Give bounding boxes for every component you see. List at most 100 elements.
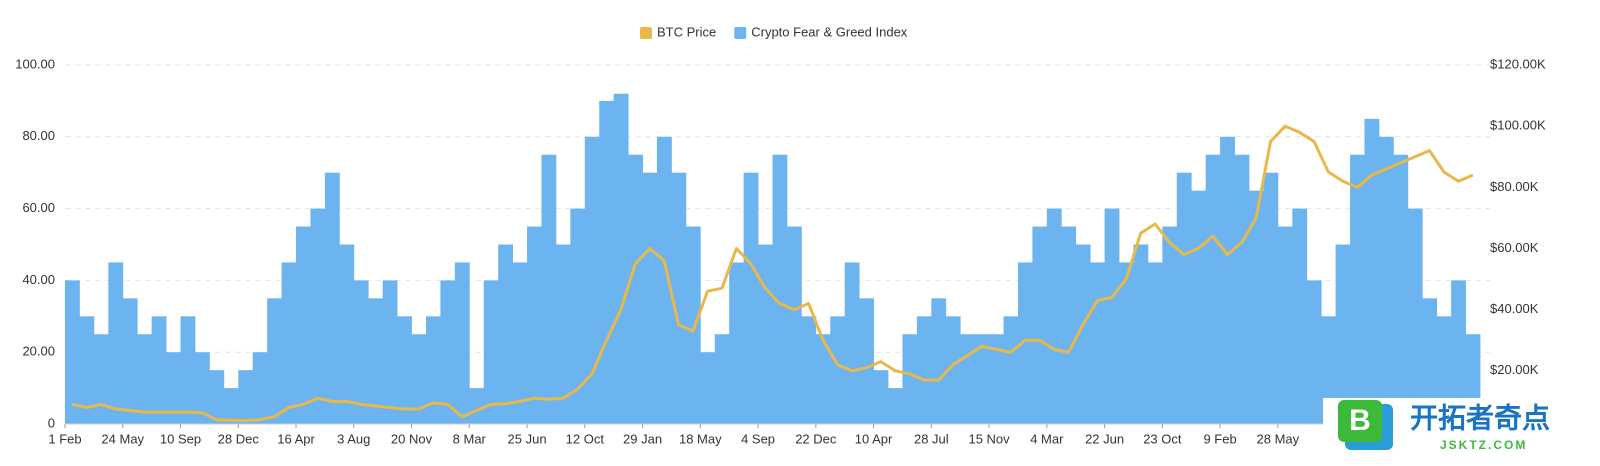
bar <box>1393 154 1409 424</box>
bar <box>902 334 918 424</box>
bar <box>79 316 95 424</box>
x-tick-label: 18 May <box>679 431 722 446</box>
legend-label: BTC Price <box>657 24 716 39</box>
bar <box>454 262 470 424</box>
bar <box>440 280 456 424</box>
bar <box>281 262 297 424</box>
bar <box>1422 298 1438 424</box>
bar <box>1306 280 1322 424</box>
bar <box>1234 154 1250 424</box>
bar <box>1003 316 1019 424</box>
bar <box>729 262 745 424</box>
bar <box>1350 154 1365 424</box>
bar <box>1248 190 1264 424</box>
bar <box>194 352 210 424</box>
x-tick-label: 20 Nov <box>391 431 433 446</box>
bar <box>1032 226 1048 424</box>
bar <box>931 298 947 424</box>
bar <box>1119 262 1134 424</box>
x-tick-label: 22 Jun <box>1085 431 1124 446</box>
bar <box>1220 136 1235 425</box>
bar <box>1364 118 1380 424</box>
bar <box>989 334 1004 424</box>
y2-tick-label: $40.00K <box>1490 301 1539 316</box>
x-tick-label: 10 Sep <box>160 431 201 446</box>
bar <box>151 316 167 424</box>
x-tick-label: 28 Jul <box>914 431 949 446</box>
y-tick-label: 100.00 <box>15 56 55 71</box>
x-tick-label: 23 Oct <box>1143 431 1182 446</box>
bar <box>700 352 716 424</box>
line <box>71 124 1474 423</box>
bar <box>642 172 658 424</box>
bar <box>1104 208 1120 424</box>
bar <box>368 298 384 424</box>
watermark-subtitle: JSKTZ.COM <box>1440 438 1527 452</box>
bar <box>324 172 340 424</box>
bar <box>656 136 672 425</box>
bar <box>974 334 990 424</box>
bar <box>267 298 282 424</box>
bar <box>873 370 889 424</box>
bar <box>671 172 687 424</box>
bar <box>1378 136 1394 425</box>
x-tick-label: 28 Dec <box>218 431 260 446</box>
bar <box>108 262 124 424</box>
bar <box>960 334 976 424</box>
bar <box>830 316 846 424</box>
y-tick-label: 40.00 <box>22 272 55 287</box>
bar <box>93 334 109 424</box>
bar <box>353 280 369 424</box>
bar <box>859 298 874 424</box>
bar <box>945 316 961 424</box>
x-tick-label: 25 Jun <box>508 431 547 446</box>
bar <box>541 154 557 424</box>
x-tick-label: 24 May <box>101 431 144 446</box>
bar <box>238 370 254 424</box>
bar <box>498 244 514 424</box>
watermark-icon-fg <box>1338 400 1382 442</box>
bar <box>339 244 355 424</box>
bar <box>1147 262 1163 424</box>
watermark-icon: B <box>1349 404 1371 437</box>
bar <box>555 244 571 424</box>
x-tick-label: 12 Oct <box>566 431 605 446</box>
bar <box>166 352 181 424</box>
bar <box>584 136 600 425</box>
bar <box>527 226 542 424</box>
x-tick-label: 3 Aug <box>337 431 370 446</box>
x-tick-label: 8 Mar <box>453 431 487 446</box>
bar <box>382 280 398 424</box>
bar <box>1191 190 1207 424</box>
bar <box>512 262 528 424</box>
bar <box>1263 172 1279 424</box>
y2-tick-label: $100.00K <box>1490 118 1546 133</box>
bar <box>252 352 268 424</box>
legend-swatch <box>640 27 652 39</box>
bar <box>599 100 615 425</box>
bar <box>758 244 773 424</box>
bar <box>1162 226 1178 424</box>
y2-tick-label: $60.00K <box>1490 240 1539 255</box>
bar <box>801 316 817 424</box>
bar <box>844 262 860 424</box>
bar <box>1277 226 1293 424</box>
bar <box>613 93 629 424</box>
x-tick-label: 9 Feb <box>1203 431 1236 446</box>
bar <box>1017 262 1033 424</box>
x-tick-label: 4 Sep <box>741 431 775 446</box>
bar <box>888 388 903 424</box>
x-tick-label: 22 Dec <box>795 431 837 446</box>
bar <box>714 334 730 424</box>
y2-tick-label: $120.00K <box>1490 56 1546 71</box>
bar <box>122 298 138 424</box>
bar <box>296 226 311 424</box>
bar <box>483 280 499 424</box>
watermark: B 开拓者奇点 JSKTZ.COM <box>1323 398 1600 466</box>
bar <box>397 316 412 424</box>
bar <box>1133 244 1149 424</box>
bar <box>1335 244 1351 424</box>
bar <box>685 226 701 424</box>
bar <box>1176 172 1192 424</box>
